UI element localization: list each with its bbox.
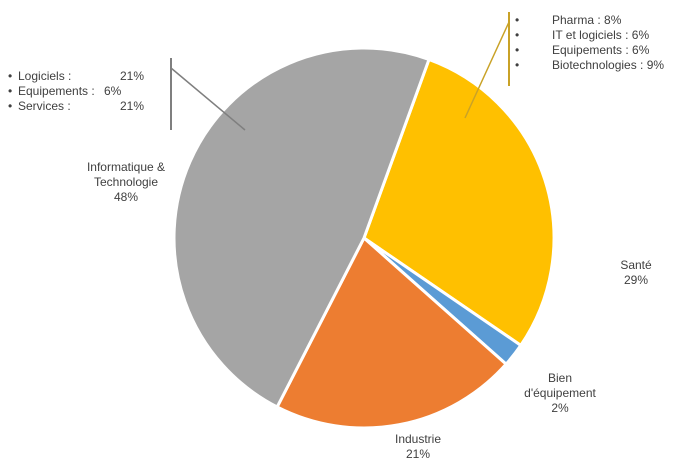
slice-label-line: Technologie [93, 175, 159, 189]
slice-label-informatique: Informatique & Technologie 48% [62, 160, 190, 205]
sante-breakdown: • Pharma : 8% • IT et logiciels : 6% • E… [515, 13, 664, 73]
informatique-callout-pointer [170, 67, 246, 131]
slice-label-percent: 2% [551, 401, 569, 415]
breakdown-item: • Pharma : 8% [515, 13, 664, 28]
slice-label-line: Industrie [394, 432, 442, 446]
breakdown-value: 21% [120, 69, 145, 83]
breakdown-value: 21% [120, 99, 145, 113]
bullet-icon: • [515, 28, 520, 42]
slice-label-line: d'équipement [524, 386, 596, 400]
slice-label-line: Informatique & [86, 160, 166, 174]
sante-callout-pointer [464, 21, 510, 119]
bullet-icon: • [8, 84, 13, 98]
slice-label-percent: 29% [623, 273, 649, 287]
slice-label-line: Bien [547, 371, 573, 385]
breakdown-item: • Equipements : 6% [8, 84, 144, 99]
slice-informatique [172, 46, 431, 409]
breakdown-item: • Logiciels : 21% [8, 69, 144, 84]
informatique-breakdown: • Logiciels : 21% • Equipements : 6% • S… [8, 69, 144, 114]
slice-label-percent: 21% [405, 447, 431, 461]
breakdown-text: Pharma : 8% [552, 13, 622, 27]
breakdown-item: • Biotechnologies : 9% [515, 58, 664, 73]
slice-label-bien-equipement: Bien d'équipement 2% [505, 371, 615, 416]
breakdown-text: Equipements : 6% [552, 43, 650, 57]
slice-sante [362, 57, 556, 347]
pie-slices [172, 46, 556, 430]
breakdown-name: Equipements : [18, 84, 95, 98]
breakdown-item: • Services : 21% [8, 99, 144, 114]
callout-lines [170, 12, 510, 131]
breakdown-value: 6% [104, 84, 122, 98]
bullet-icon: • [515, 58, 520, 72]
breakdown-item: • Equipements : 6% [515, 43, 664, 58]
bullet-icon: • [8, 99, 13, 113]
slice-label-percent: 48% [113, 190, 139, 204]
breakdown-name: Services : [18, 99, 71, 113]
slice-industrie [275, 236, 508, 430]
bullet-icon: • [515, 13, 520, 27]
breakdown-text: IT et logiciels : 6% [552, 28, 650, 42]
slice-label-sante: Santé 29% [606, 258, 666, 288]
slice-label-line: Santé [620, 258, 652, 272]
bullet-icon: • [8, 69, 13, 83]
bullet-icon: • [515, 43, 520, 57]
breakdown-name: Logiciels : [18, 69, 72, 83]
slice-label-industrie: Industrie 21% [378, 432, 458, 462]
breakdown-item: • IT et logiciels : 6% [515, 28, 664, 43]
breakdown-text: Biotechnologies : 9% [552, 58, 665, 72]
